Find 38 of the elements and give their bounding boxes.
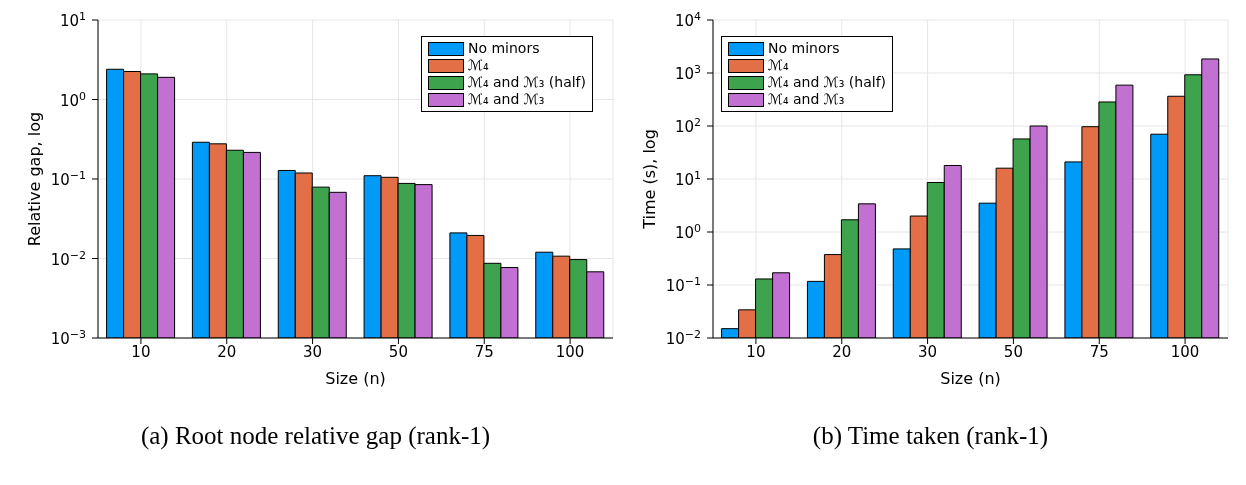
y-tick-label: 10$^{−1}$	[665, 274, 701, 295]
legend-label: ℳ₄	[467, 57, 489, 74]
y-tick-label: 10$^{−3}$	[50, 327, 86, 348]
text: (b) Time taken (rank-1)	[811, 422, 1050, 450]
y-tick-label: 10$^{−1}$	[50, 168, 86, 189]
x-axis-title: Size (n)	[940, 369, 1001, 388]
x-tick-label: 100	[1170, 342, 1200, 361]
legend-label: ℳ₄ and ℳ₃	[768, 91, 845, 108]
x-axis-title: Size (n)	[325, 369, 386, 388]
y-tick-label: 10$^{1}$	[59, 9, 86, 30]
y-tick-label: 10$^{0}$	[674, 221, 701, 242]
x-tick-label: 30	[918, 342, 938, 361]
x-tick-label: 75	[474, 342, 494, 361]
x-tick-label: 50	[1003, 342, 1023, 361]
legend-label: ℳ₄ and ℳ₃ (half)	[467, 74, 586, 91]
x-tick-label: 100	[555, 342, 585, 361]
legend-label: ℳ₄ and ℳ₃	[467, 91, 545, 108]
text: (a) Root node relative gap (rank-1)	[139, 422, 492, 450]
x-tick-label: 30	[303, 342, 323, 361]
x-tick-label: 10	[131, 342, 151, 361]
y-axis-title: Relative gap, log	[24, 111, 44, 247]
legend-label: No minors	[768, 40, 840, 57]
y-tick-label: 10$^{0}$	[59, 89, 86, 110]
y-tick-label: 10$^{4}$	[674, 9, 701, 30]
x-tick-label: 20	[832, 342, 852, 361]
legend-label: ℳ₄	[768, 57, 789, 74]
legend-label: No minors	[467, 40, 540, 57]
x-tick-label: 75	[1089, 342, 1109, 361]
y-axis-title: Time (s), log	[639, 129, 659, 230]
x-tick-label: 10	[746, 342, 766, 361]
y-tick-label: 10$^{−2}$	[50, 248, 86, 269]
y-tick-label: 10$^{2}$	[674, 115, 701, 136]
legend-label: ℳ₄ and ℳ₃ (half)	[768, 74, 887, 91]
x-tick-label: 50	[388, 342, 408, 361]
x-tick-label: 20	[217, 342, 237, 361]
y-tick-label: 10$^{−2}$	[665, 327, 701, 348]
y-tick-label: 10$^{3}$	[674, 62, 701, 83]
y-tick-label: 10$^{1}$	[674, 168, 701, 189]
